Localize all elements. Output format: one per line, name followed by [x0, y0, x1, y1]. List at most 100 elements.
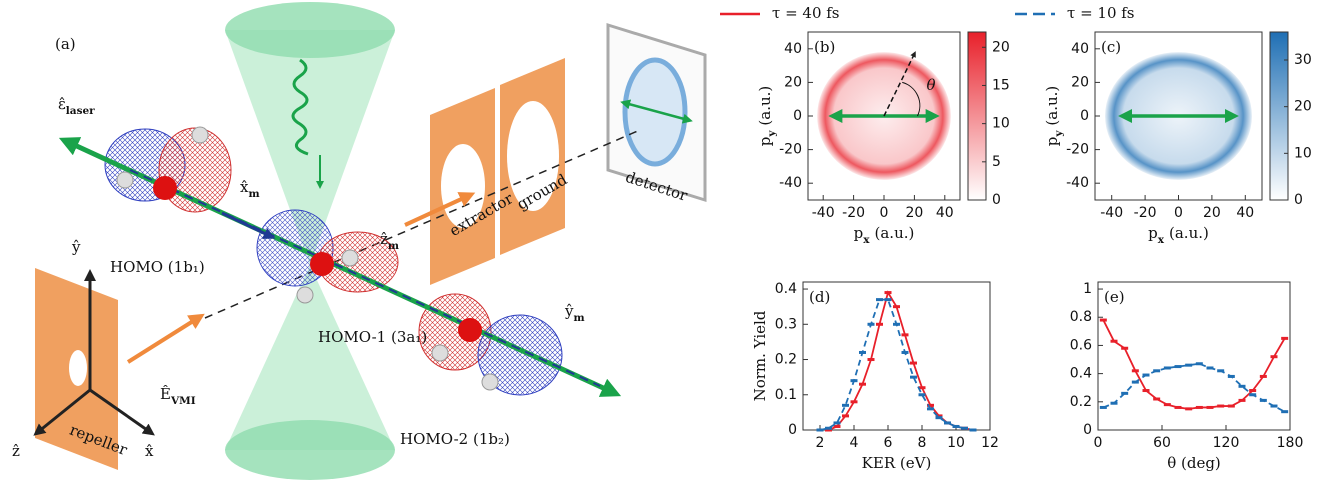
diagram-label-part: m — [388, 240, 399, 252]
colorbar-tick-label: 20 — [992, 39, 1010, 55]
diagram-label-part: m — [573, 312, 584, 324]
diagram-label-part: laser — [66, 105, 95, 117]
diagram-label: (a) — [55, 35, 76, 53]
angle-arc — [902, 81, 921, 117]
plot-frame — [802, 281, 991, 431]
y-tick-label: 0.2 — [775, 352, 797, 368]
colorbar-tick-label: 10 — [992, 116, 1010, 132]
oxygen-atom — [458, 318, 482, 342]
colorbar-tick-label: 10 — [1294, 145, 1312, 161]
diagram-label: ÊVMI — [160, 385, 196, 407]
series-line — [1102, 362, 1286, 413]
x-tick-label: 8 — [918, 435, 927, 451]
x-tick-label: 0 — [1094, 435, 1103, 451]
y-tick-label: 40 — [1071, 41, 1089, 57]
y-tick-label: 0.4 — [1070, 366, 1092, 382]
series-line — [1102, 319, 1286, 410]
legend-label: τ = 40 fs — [772, 4, 840, 22]
oxygen-atom — [310, 252, 334, 276]
field-arrow — [126, 313, 205, 364]
x-axis-label: px (a.u.) — [854, 224, 915, 246]
panel-label: (b) — [814, 38, 835, 56]
y-tick-label: -20 — [1066, 142, 1089, 158]
diagram-label: ŷ — [71, 238, 81, 256]
colorbar-tick-label: 30 — [1294, 52, 1312, 68]
x-tick-label: 2 — [816, 435, 825, 451]
hydrogen-atom — [431, 344, 449, 362]
x-axis-label-part: (a.u.) — [875, 224, 915, 242]
x-axis-label: θ (deg) — [1167, 454, 1221, 472]
y-tick-label: 0.1 — [775, 387, 797, 403]
molecule-axis-arrow — [221, 211, 276, 239]
x-tick-label: -40 — [1100, 205, 1123, 221]
diagram-label: x̂ — [145, 442, 154, 460]
diagram — [33, 2, 707, 480]
x-tick-label: 6 — [884, 435, 893, 451]
lab-axis — [89, 388, 155, 436]
diagram-label-part: ŷ — [71, 238, 81, 256]
series-line — [819, 298, 974, 430]
x-axis-label-part: p — [1148, 224, 1158, 242]
diagram-label: ε̂laser — [58, 95, 95, 117]
diagram-label-part: ŷ — [564, 302, 574, 320]
angle-ray — [883, 51, 916, 117]
y-axis-label-part: (a.u.) — [756, 86, 774, 126]
diagram-label-part: ẑ — [12, 442, 20, 460]
x-axis-label-part: x — [1158, 234, 1165, 246]
y-tick-label: -40 — [1066, 175, 1089, 191]
y-axis-label: Norm. Yield — [751, 310, 769, 401]
hydrogen-atom — [296, 286, 314, 304]
colorbar-tick-label: 15 — [992, 77, 1010, 93]
colorbar-tick-label: 0 — [1294, 192, 1303, 208]
diagram-label-part: m — [248, 188, 259, 200]
x-tick-label: -20 — [842, 205, 865, 221]
diagram-label-part: (a) — [55, 35, 76, 53]
colorbar-tick-label: 0 — [992, 192, 1001, 208]
x-tick-label: -40 — [812, 205, 835, 221]
diagram-label-part: ε̂ — [58, 95, 66, 113]
hydrogen-atom — [481, 373, 499, 391]
x-tick-label: 60 — [1153, 435, 1171, 451]
legend: τ = 40 fs τ = 10 fs — [720, 4, 1135, 22]
x-tick-label: 120 — [1213, 435, 1240, 451]
detector-arrow — [620, 99, 693, 124]
y-axis-label: py (a.u.) — [1043, 86, 1065, 147]
y-tick-label: -40 — [779, 175, 802, 191]
angle-label: θ — [927, 76, 936, 94]
x-axis-label-part: x — [863, 234, 870, 246]
x-tick-label: -20 — [1134, 205, 1157, 221]
x-axis-label: KER (eV) — [862, 454, 932, 472]
diagram-label-part: HOMO-2 (1b₂) — [400, 430, 510, 448]
x-axis-label: px (a.u.) — [1148, 224, 1209, 246]
y-tick-label: 0.3 — [775, 316, 797, 332]
plot-frame — [1097, 281, 1291, 431]
x-tick-label: 40 — [936, 205, 954, 221]
x-axis-label-part: p — [854, 224, 864, 242]
x-tick-label: 20 — [1203, 205, 1221, 221]
diagram-label: ŷm — [564, 302, 585, 324]
colorbar — [967, 31, 987, 201]
colorbar-tick-label: 20 — [1294, 99, 1312, 115]
molecules — [116, 126, 499, 391]
lab-axis — [33, 388, 91, 436]
oxygen-atom — [153, 176, 177, 200]
y-tick-label: 0 — [1080, 108, 1089, 124]
diagram-label: HOMO-1 (3a₁) — [318, 328, 427, 346]
x-tick-label: 0 — [1174, 205, 1183, 221]
x-tick-label: 12 — [981, 435, 999, 451]
diagram-label: HOMO (1b₁) — [110, 258, 205, 276]
diagram-label-part: Ê — [160, 385, 171, 403]
x-tick-label: 40 — [1236, 205, 1254, 221]
diagram-label-part: HOMO (1b₁) — [110, 258, 205, 276]
y-tick-label: 1 — [1083, 281, 1092, 297]
y-tick-label: 20 — [784, 74, 802, 90]
repeller-hole — [69, 350, 87, 386]
y-tick-label: 0 — [793, 108, 802, 124]
y-tick-label: 0 — [1083, 422, 1092, 438]
x-tick-label: 0 — [880, 205, 889, 221]
x-tick-label: 20 — [905, 205, 923, 221]
y-tick-label: 0.2 — [1070, 394, 1092, 410]
diagram-label-part: x̂ — [240, 178, 249, 196]
y-tick-label: 0.6 — [1070, 337, 1092, 353]
y-tick-label: 40 — [784, 41, 802, 57]
